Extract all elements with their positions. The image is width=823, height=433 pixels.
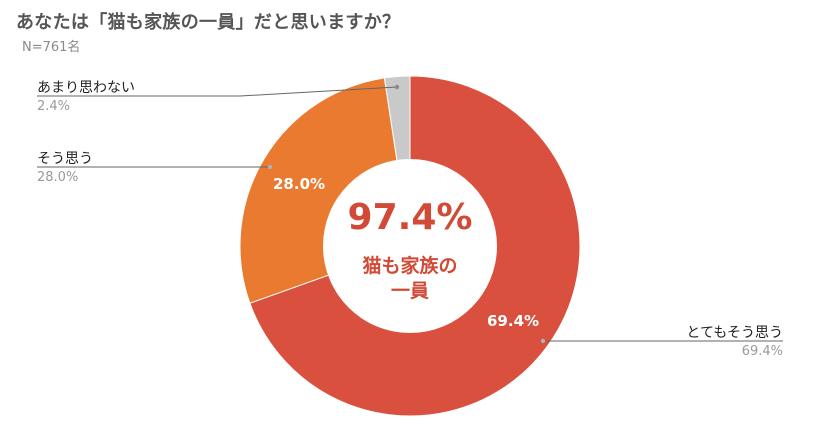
slice-value-slice1: 28.0% (273, 175, 326, 193)
slice-value-slice0: 69.4% (487, 312, 540, 330)
sample-size: N=761名 (22, 40, 81, 55)
label-name-slice0: とてもそう思う (686, 325, 783, 341)
center-caption-line1: 猫も家族の (362, 255, 458, 277)
label-value-slice2: 2.4% (37, 99, 71, 114)
center-caption-line2: 一員 (390, 280, 429, 302)
leader-dot-slice0 (540, 338, 546, 344)
leader-dot-slice1 (267, 164, 273, 170)
center-caption: 猫も家族の 一員 (320, 254, 500, 304)
label-name-slice1: そう思う (37, 151, 93, 167)
label-value-slice0: 69.4% (741, 344, 783, 359)
center-percentage: 97.4% (347, 197, 473, 238)
label-name-slice2: あまり思わない (37, 80, 135, 96)
leader-dot-slice2 (394, 84, 400, 90)
label-value-slice1: 28.0% (37, 170, 79, 185)
donut-hole (323, 159, 497, 333)
leader-line-slice2 (37, 86, 398, 97)
chart-title: あなたは「猫も家族の一員」だと思いますか？ (16, 12, 401, 33)
